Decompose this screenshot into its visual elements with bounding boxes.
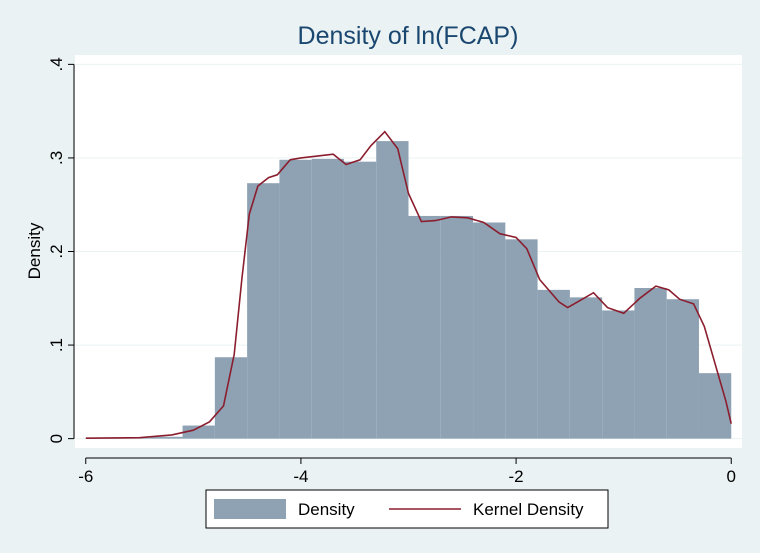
histogram-bar: [247, 183, 280, 439]
legend-swatch-density: [214, 499, 286, 519]
histogram-bar: [440, 215, 474, 439]
y-tick-label: 0: [47, 434, 66, 443]
histogram-bar: [602, 310, 635, 439]
y-tick-label: .4: [47, 57, 66, 71]
histogram-bar: [408, 215, 441, 439]
histogram-bar: [182, 425, 215, 439]
y-tick-label: .2: [47, 244, 66, 258]
histogram-bar: [376, 141, 409, 439]
legend-label-density: Density: [298, 500, 355, 519]
histogram-bar: [666, 299, 699, 439]
legend: Density Kernel Density: [205, 489, 609, 529]
histogram-bar: [279, 159, 312, 439]
histogram-bar: [634, 287, 667, 439]
y-axis-label: Density: [25, 222, 44, 279]
x-tick-label: 0: [727, 467, 736, 486]
y-tick-label: .3: [47, 151, 66, 165]
axes: -6 -4 -2 0 0 .1 .2 .3 .4: [47, 57, 736, 486]
histogram-bar: [505, 239, 538, 439]
y-tick-label: .1: [47, 338, 66, 352]
kernel-density-line: [85, 130, 732, 439]
legend-label-kernel-density: Kernel Density: [473, 500, 584, 519]
histogram-bars: [85, 141, 732, 439]
x-tick-label: -4: [293, 467, 308, 486]
histogram-bar: [698, 373, 732, 439]
histogram-bar: [473, 222, 506, 439]
chart-title: Density of ln(FCAP): [298, 22, 519, 50]
histogram-bar: [343, 161, 377, 439]
histogram-bar: [569, 297, 603, 439]
histogram-bar: [537, 289, 570, 439]
histogram-bar: [311, 158, 344, 439]
histogram-bar: [150, 436, 183, 439]
x-tick-label: -2: [509, 467, 524, 486]
x-tick-label: -6: [78, 467, 93, 486]
